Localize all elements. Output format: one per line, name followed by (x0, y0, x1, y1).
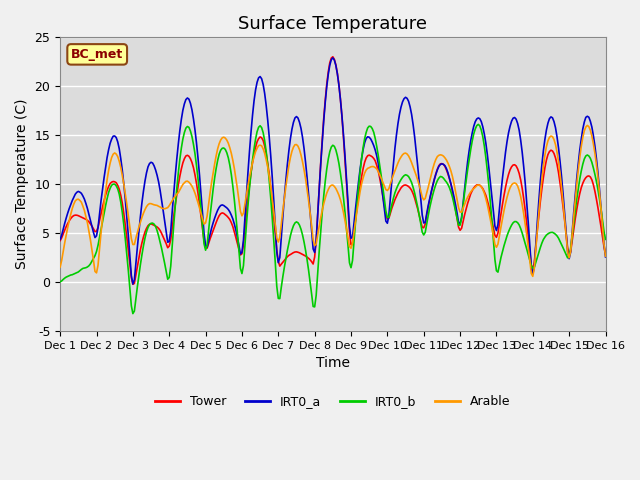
IRT0_a (388, 177, 396, 183)
Tower (388, 205, 396, 211)
IRT0_b (72, 271, 79, 276)
Line: IRT0_b: IRT0_b (60, 124, 605, 313)
Tower (400, 182, 408, 188)
Arable (72, 198, 79, 204)
IRT0_a (602, 254, 609, 260)
Y-axis label: Surface Temperature (C): Surface Temperature (C) (15, 99, 29, 269)
IRT0_b (387, 208, 394, 214)
IRT0_b (159, 253, 167, 259)
Arable (158, 205, 166, 211)
IRT0_a (72, 191, 79, 197)
IRT0_a (538, 162, 546, 168)
IRT0_b (399, 174, 406, 180)
IRT0_a (370, 143, 378, 148)
Tower (370, 156, 378, 161)
Tower (329, 54, 337, 60)
IRT0_a (129, 281, 137, 287)
Tower (56, 238, 64, 243)
Line: Tower: Tower (60, 57, 605, 284)
Arable (584, 122, 591, 128)
Arable (529, 274, 536, 279)
IRT0_b (474, 121, 482, 127)
Arable (397, 154, 405, 160)
IRT0_a (56, 237, 64, 242)
Arable (385, 186, 393, 192)
IRT0_a (329, 55, 337, 61)
Arable (367, 164, 374, 170)
Arable (602, 253, 609, 259)
IRT0_b (369, 126, 376, 132)
IRT0_b (129, 311, 137, 316)
X-axis label: Time: Time (316, 356, 350, 370)
Tower (129, 281, 137, 287)
Text: BC_met: BC_met (71, 48, 124, 61)
Line: Arable: Arable (60, 125, 605, 276)
IRT0_a (159, 208, 167, 214)
Arable (56, 264, 64, 270)
IRT0_b (56, 279, 64, 285)
Arable (536, 192, 544, 198)
Tower (159, 234, 167, 240)
Line: IRT0_a: IRT0_a (60, 58, 605, 284)
Tower (602, 251, 609, 257)
Title: Surface Temperature: Surface Temperature (238, 15, 428, 33)
Tower (72, 212, 79, 218)
IRT0_b (538, 240, 546, 246)
IRT0_b (602, 237, 609, 242)
Tower (538, 186, 546, 192)
IRT0_a (400, 96, 408, 102)
Legend: Tower, IRT0_a, IRT0_b, Arable: Tower, IRT0_a, IRT0_b, Arable (150, 390, 516, 413)
